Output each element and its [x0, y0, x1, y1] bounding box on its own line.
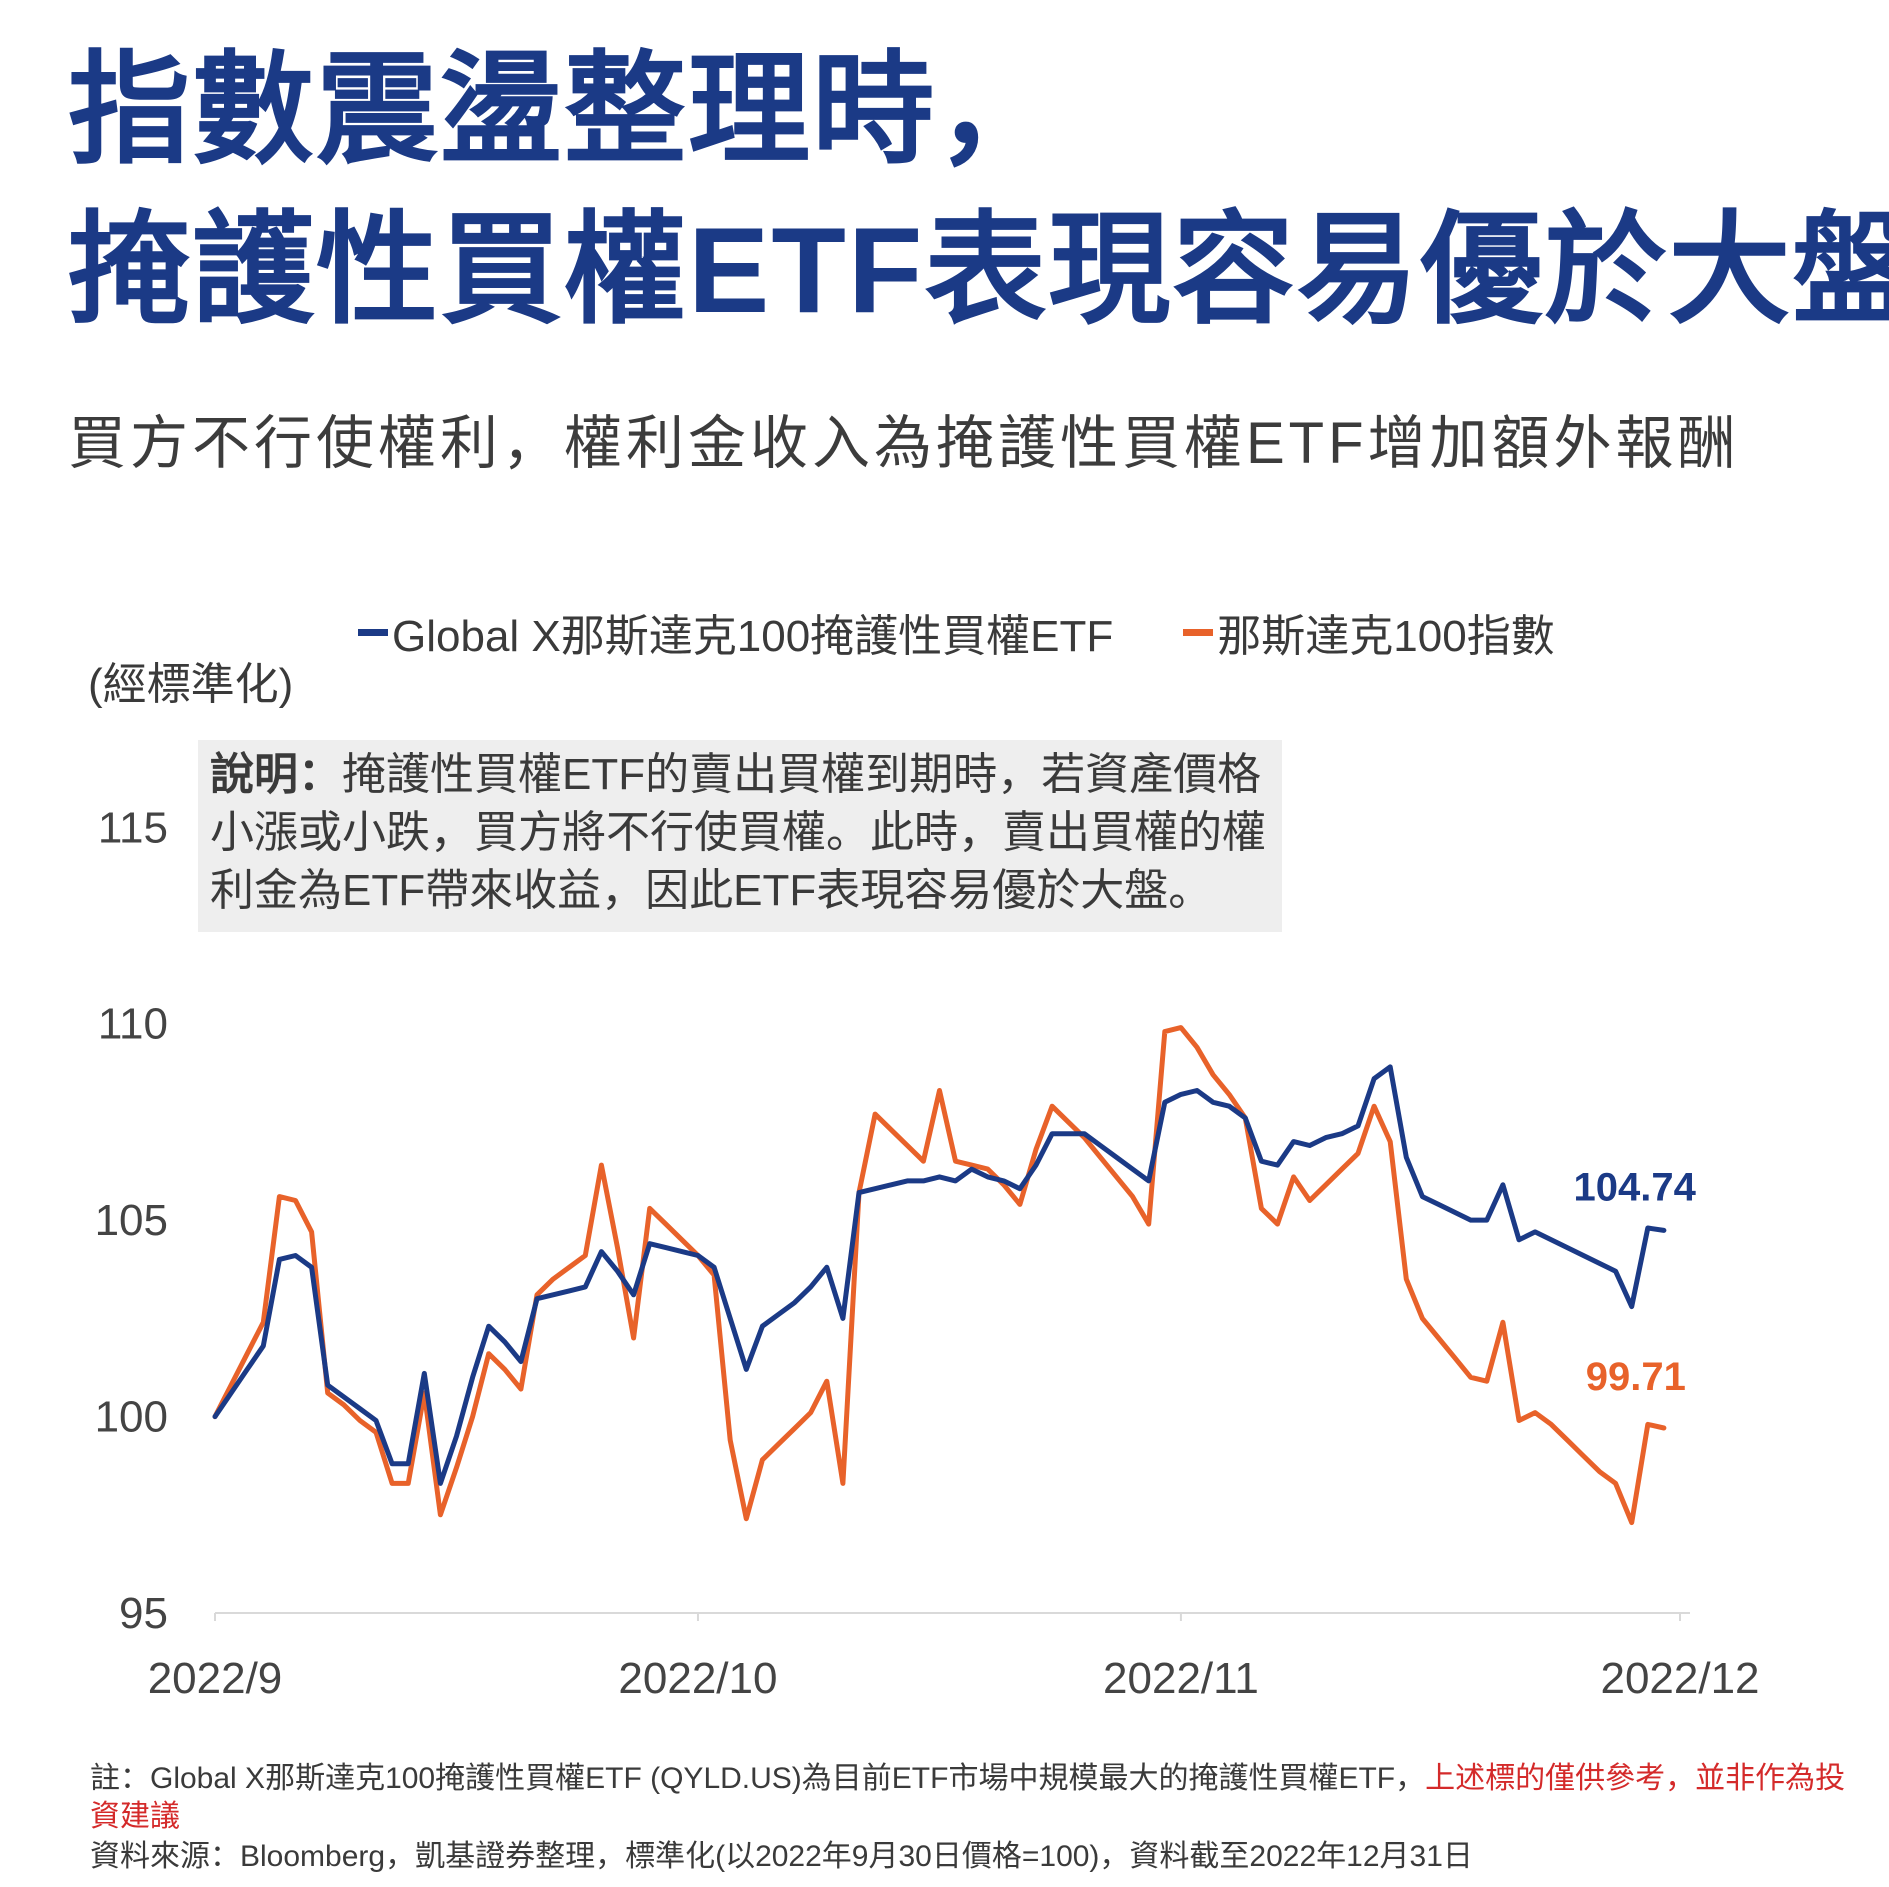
series-line-etf [212, 1064, 1667, 1486]
legend-item-index: 那斯達克100指數 [1183, 600, 1555, 664]
legend-swatch-etf [358, 628, 388, 636]
legend-label-etf: Global X那斯達克100掩護性買權ETF [392, 612, 1114, 661]
legend-label-index: 那斯達克100指數 [1217, 612, 1555, 661]
y-tick-label: 105 [95, 1196, 168, 1245]
x-tick-label: 2022/12 [1600, 1654, 1759, 1703]
explanation-text: 掩護性買權ETF的賣出買權到期時，若資產價格小漲或小跌，買方將不行使買權。此時，… [210, 750, 1266, 915]
page-title: 指數震盪整理時， 掩護性買權ETF表現容易優於大盤 [68, 30, 1889, 350]
footer-note-warning: 上述標的僅供參考，並非作為投資建議 [90, 1762, 1846, 1833]
footer-note-prefix: 註：Global X那斯達克100掩護性買權ETF (QYLD.US)為目前ET… [90, 1762, 1426, 1795]
y-tick-label: 115 [98, 803, 168, 852]
footer-notes: 註：Global X那斯達克100掩護性買權ETF (QYLD.US)為目前ET… [90, 1760, 1870, 1876]
x-tick-label: 2022/10 [618, 1654, 777, 1703]
y-tick-label: 95 [119, 1589, 168, 1638]
title-line-2: 掩護性買權ETF表現容易優於大盤 [68, 202, 1889, 338]
footer-source: 資料來源：Bloomberg，凱基證券整理，標準化(以2022年9月30日價格=… [90, 1840, 1473, 1873]
x-tick-label: 2022/9 [148, 1654, 283, 1703]
series-line-index [212, 1025, 1667, 1526]
end-label-index: 99.71 [1586, 1355, 1686, 1399]
legend-item-etf: Global X那斯達克100掩護性買權ETF [358, 600, 1113, 664]
y-axis-unit-label: (經標準化) [88, 660, 294, 709]
end-label-etf: 104.74 [1574, 1165, 1697, 1209]
y-tick-label: 110 [98, 1000, 168, 1049]
title-line-1: 指數震盪整理時， [68, 42, 1060, 178]
explanation-label: 說明： [210, 750, 342, 799]
explanation-box: 說明：掩護性買權ETF的賣出買權到期時，若資產價格小漲或小跌，買方將不行使買權。… [198, 740, 1282, 932]
chart-legend: Global X那斯達克100掩護性買權ETF 那斯達克100指數 [358, 600, 1555, 664]
legend-swatch-index [1183, 628, 1214, 636]
x-tick-label: 2022/11 [1103, 1654, 1259, 1703]
y-tick-label: 100 [95, 1393, 168, 1442]
footer-note: 註：Global X那斯達克100掩護性買權ETF (QYLD.US)為目前ET… [90, 1760, 1870, 1836]
subtitle: 買方不行使權利，權利金收入為掩護性買權ETF增加額外報酬 [68, 411, 1740, 476]
